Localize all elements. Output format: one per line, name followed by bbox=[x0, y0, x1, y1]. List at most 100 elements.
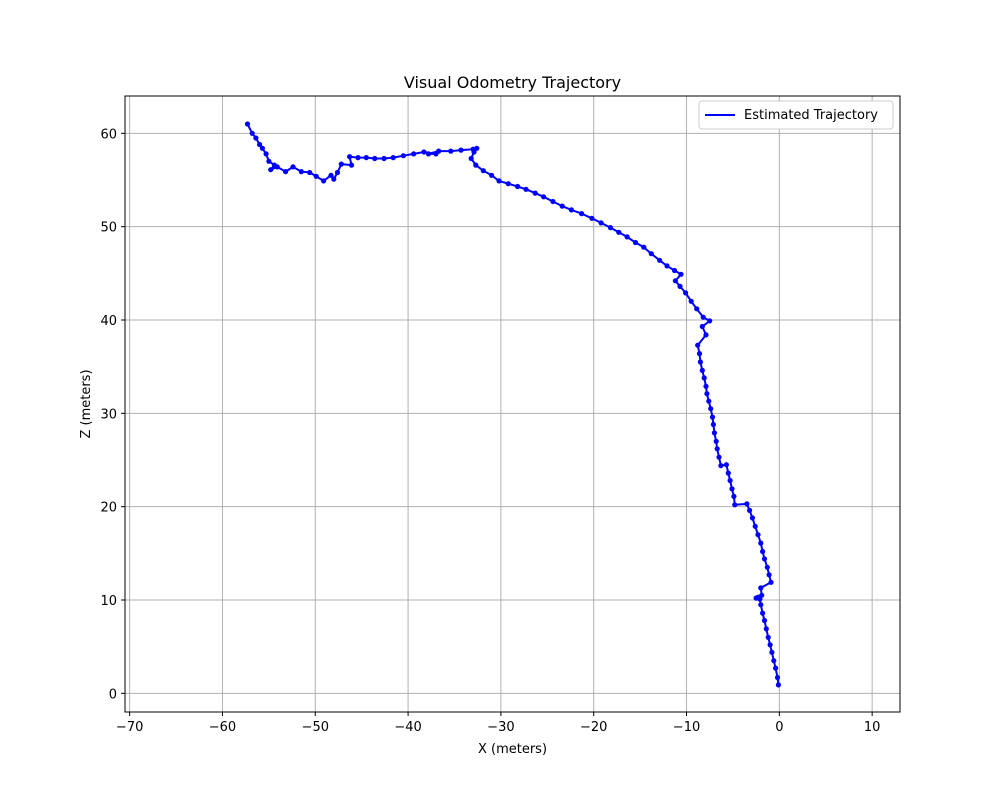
y-tick-label: 30 bbox=[100, 407, 117, 422]
trajectory-point bbox=[271, 162, 277, 168]
trajectory-point bbox=[347, 154, 353, 160]
trajectory-point bbox=[695, 342, 701, 348]
trajectory-point bbox=[774, 674, 781, 681]
trajectory-point bbox=[710, 421, 717, 428]
trajectory-point bbox=[700, 314, 706, 320]
trajectory-point bbox=[421, 149, 427, 155]
trajectory-point bbox=[688, 298, 694, 304]
trajectory-point bbox=[268, 167, 274, 173]
trajectory-point bbox=[505, 181, 511, 187]
y-tick-label: 0 bbox=[109, 687, 117, 702]
trajectory-point bbox=[307, 169, 313, 176]
trajectory-point bbox=[568, 207, 575, 213]
trajectory-point bbox=[767, 642, 773, 648]
trajectory-point bbox=[433, 151, 439, 157]
y-tick-label: 40 bbox=[100, 314, 117, 329]
trajectory-point bbox=[632, 239, 639, 246]
y-tick-label: 20 bbox=[100, 501, 117, 516]
trajectory-point bbox=[761, 556, 768, 562]
trajectory-point bbox=[390, 155, 396, 161]
trajectory-point bbox=[697, 359, 704, 365]
trajectory-point bbox=[253, 135, 259, 141]
trajectory-point bbox=[331, 176, 337, 182]
trajectory-point bbox=[411, 151, 417, 157]
trajectory-point bbox=[760, 548, 766, 555]
trajectory-point bbox=[523, 186, 529, 192]
trajectory-point bbox=[729, 486, 735, 492]
trajectory-point bbox=[515, 183, 521, 190]
trajectory-point bbox=[334, 169, 341, 176]
trajectory-point bbox=[773, 665, 779, 671]
trajectory-point bbox=[338, 161, 344, 167]
trajectory-point bbox=[755, 532, 761, 538]
plot-frame bbox=[124, 95, 901, 713]
trajectory-point bbox=[711, 430, 718, 436]
trajectory-point bbox=[470, 146, 476, 152]
trajectory-point bbox=[749, 515, 756, 521]
trajectory-point bbox=[624, 234, 630, 240]
trajectory-point bbox=[771, 658, 777, 664]
trajectory-point bbox=[473, 162, 479, 168]
trajectory-point bbox=[768, 579, 774, 585]
trajectory-point bbox=[244, 121, 251, 127]
trajectory-point bbox=[707, 318, 713, 324]
trajectory-point bbox=[696, 351, 703, 357]
x-axis-title: X (meters) bbox=[478, 742, 547, 757]
trajectory-point bbox=[703, 332, 709, 338]
trajectory-point bbox=[541, 194, 547, 200]
trajectory-point bbox=[716, 454, 722, 460]
trajectory-point bbox=[579, 211, 585, 217]
trajectory-point bbox=[699, 323, 705, 330]
trajectory-point bbox=[744, 501, 750, 507]
trajectory-point bbox=[259, 145, 265, 151]
trajectory-point bbox=[664, 263, 670, 269]
x-tick-label: −40 bbox=[394, 720, 421, 735]
trajectory-point bbox=[731, 493, 737, 499]
trajectory-point bbox=[641, 244, 647, 250]
y-axis-title: Z (meters) bbox=[79, 369, 94, 438]
trajectory-point bbox=[298, 169, 304, 175]
trajectory-point bbox=[598, 220, 604, 226]
trajectory-point bbox=[713, 438, 719, 444]
y-tick-label: 60 bbox=[100, 127, 117, 142]
trajectory-point bbox=[759, 592, 765, 598]
trajectory-point bbox=[703, 383, 709, 389]
trajectory-point bbox=[448, 148, 454, 154]
trajectory-point bbox=[766, 572, 772, 578]
trajectory-point bbox=[381, 155, 387, 162]
trajectory-point bbox=[765, 634, 771, 640]
x-tick-label: 0 bbox=[775, 720, 783, 735]
trajectory-point bbox=[363, 155, 369, 161]
trajectory-point bbox=[764, 564, 770, 570]
trajectory-point bbox=[678, 271, 684, 277]
trajectory-point bbox=[706, 398, 712, 404]
trajectory-point bbox=[752, 523, 758, 529]
trajectory-point bbox=[775, 682, 782, 688]
x-tick-label: −70 bbox=[116, 720, 143, 735]
trajectory-point bbox=[480, 168, 486, 174]
x-tick-label: −30 bbox=[487, 720, 514, 735]
trajectory-point bbox=[694, 306, 700, 312]
trajectory-point bbox=[723, 462, 730, 468]
trajectory-point bbox=[266, 158, 272, 164]
trajectory-point bbox=[704, 391, 710, 397]
trajectory-point bbox=[714, 446, 720, 452]
trajectory-point bbox=[328, 172, 334, 178]
trajectory-point bbox=[559, 203, 565, 209]
grid-lines bbox=[125, 96, 900, 712]
trajectory-point bbox=[747, 507, 753, 513]
legend: Estimated Trajectory bbox=[698, 100, 894, 130]
trajectory-point bbox=[550, 198, 556, 205]
trajectory-point bbox=[283, 169, 289, 175]
series-layer bbox=[244, 121, 782, 688]
trajectory-point bbox=[249, 130, 255, 136]
trajectory-point bbox=[732, 502, 738, 508]
trajectory-point bbox=[671, 267, 678, 274]
x-tick-label: −60 bbox=[209, 720, 236, 735]
trajectory-point bbox=[758, 540, 764, 546]
trajectory-point bbox=[496, 178, 502, 184]
trajectory-point bbox=[458, 147, 464, 153]
trajectory-point bbox=[355, 155, 361, 161]
